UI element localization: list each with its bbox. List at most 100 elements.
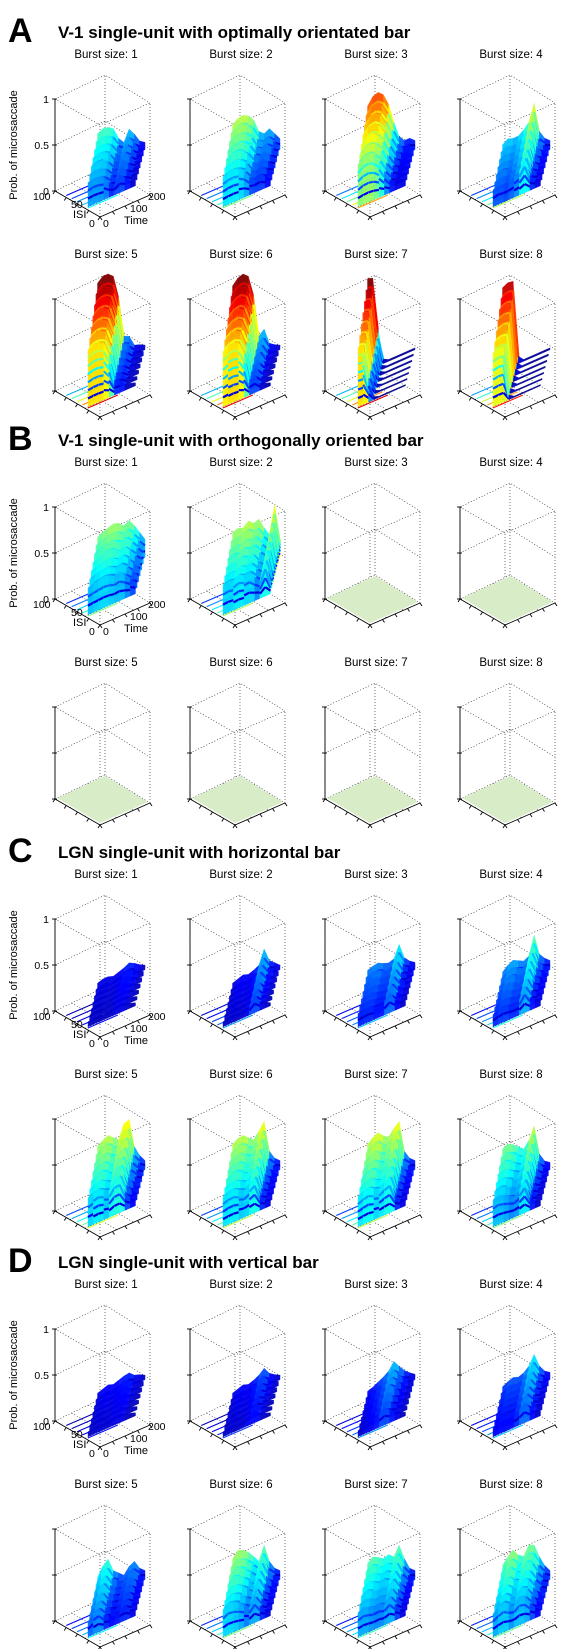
subplot-burst-6: Burst size: 6 [187, 1069, 287, 1240]
time-tick-label: 0 [103, 1448, 109, 1460]
surface [223, 1545, 280, 1636]
time-tick-label: 200 [148, 1421, 166, 1433]
subplot-title: Burst size: 3 [344, 1279, 407, 1291]
time-tick-label: 100 [130, 203, 148, 215]
subplot-title: Burst size: 5 [74, 249, 137, 261]
time-axis-label: Time [124, 1445, 148, 1457]
subplot-burst-3: Burst size: 3 [322, 1279, 422, 1450]
isi-axis-label: ISI [73, 1439, 86, 1451]
subplot-title: Burst size: 7 [344, 657, 407, 669]
subplot-burst-2: Burst size: 2 [187, 1279, 287, 1450]
subplot-burst-8: Burst size: 8 [457, 1069, 557, 1240]
surface [493, 103, 550, 206]
subplot-title: Burst size: 6 [209, 1069, 272, 1081]
subplot-burst-3: Burst size: 3 [322, 457, 422, 628]
subplot-burst-7: Burst size: 7 [322, 1069, 422, 1240]
time-tick-label: 0 [103, 626, 109, 638]
subplot-title: Burst size: 3 [344, 457, 407, 469]
surface [358, 1545, 415, 1636]
surface [223, 505, 280, 615]
subplot-burst-4: Burst size: 4 [457, 49, 557, 220]
isi-tick-label: 100 [33, 1421, 51, 1433]
isi-tick-label: 0 [89, 218, 95, 230]
surface [358, 944, 415, 1026]
panel-letter: C [8, 832, 33, 870]
isi-axis-label: ISI [73, 617, 86, 629]
panel-title: LGN single-unit with vertical bar [58, 1253, 319, 1272]
subplot-title: Burst size: 6 [209, 657, 272, 669]
time-tick-label: 0 [103, 218, 109, 230]
subplot-burst-1: Burst size: 1 0 0.5 1 Prob. of microsaccade 1… [8, 49, 166, 230]
surface [88, 521, 145, 615]
subplot-burst-5: Burst size: 5 [52, 1069, 152, 1240]
subplot-title: Burst size: 8 [479, 1479, 542, 1491]
surface [358, 92, 415, 206]
surface [493, 1545, 550, 1637]
surface [493, 1126, 550, 1227]
time-tick-label: 100 [130, 1433, 148, 1445]
time-axis-label: Time [124, 215, 148, 227]
subplot-burst-8: Burst size: 8 [457, 249, 557, 420]
subplot-title: Burst size: 2 [209, 49, 272, 61]
subplot-title: Burst size: 5 [74, 1479, 137, 1491]
z-tick-label: 1 [43, 94, 49, 106]
time-axis-label: Time [124, 623, 148, 635]
subplot-burst-4: Burst size: 4 [457, 1279, 557, 1450]
empty-surface-patch [57, 776, 148, 823]
z-tick-label: 0.5 [34, 1370, 49, 1382]
subplot-burst-6: Burst size: 6 [187, 1479, 287, 1649]
surface [358, 1121, 415, 1226]
z-tick-label: 0.5 [34, 140, 49, 152]
subplot-burst-2: Burst size: 2 [187, 49, 287, 220]
subplot-burst-6: Burst size: 6 [187, 657, 287, 828]
subplot-title: Burst size: 1 [74, 49, 137, 61]
subplot-burst-1: Burst size: 1 0 0.5 1 Prob. of microsaccade 1… [8, 457, 166, 638]
surface [223, 1121, 280, 1226]
panel-c: C LGN single-unit with horizontal barBurs… [8, 832, 557, 1240]
isi-tick-label: 0 [89, 1038, 95, 1050]
subplot-title: Burst size: 7 [344, 1479, 407, 1491]
empty-surface-patch [327, 776, 418, 823]
z-tick-label: 0.5 [34, 548, 49, 560]
subplot-title: Burst size: 2 [209, 457, 272, 469]
empty-surface-patch [192, 776, 283, 823]
subplot-burst-7: Burst size: 7 [322, 249, 422, 420]
z-axis-label: Prob. of microsaccade [8, 90, 20, 199]
subplot-title: Burst size: 1 [74, 457, 137, 469]
isi-tick-label: 100 [33, 599, 51, 611]
subplot-title: Burst size: 3 [344, 869, 407, 881]
subplot-burst-5: Burst size: 5 [52, 249, 152, 420]
time-axis-label: Time [124, 1035, 148, 1047]
panel-letter: A [8, 12, 33, 50]
z-tick-label: 1 [43, 1324, 49, 1336]
time-tick-label: 200 [148, 1011, 166, 1023]
panel-d: D LGN single-unit with vertical bar Burst … [8, 1242, 557, 1649]
panel-a: A V-1 single-unit with optimally orientat… [8, 12, 557, 420]
subplot-title: Burst size: 6 [209, 1479, 272, 1491]
subplot-burst-1: Burst size: 1 0 0.5 1 Prob. of microsaccade 1… [8, 1279, 166, 1460]
subplot-title: Burst size: 1 [74, 1279, 137, 1291]
time-tick-label: 0 [103, 1038, 109, 1050]
surface [223, 1368, 280, 1436]
subplot-burst-2: Burst size: 2 [187, 869, 287, 1040]
panel-letter: D [8, 1242, 33, 1280]
z-tick-label: 1 [43, 914, 49, 926]
empty-surface-patch [462, 576, 553, 623]
panel-b: B V-1 single-unit with orthogonally orien… [8, 420, 557, 828]
surface [493, 281, 550, 406]
subplot-title: Burst size: 4 [479, 869, 543, 881]
isi-tick-label: 100 [33, 1011, 51, 1023]
surface [358, 278, 415, 406]
subplot-burst-6: Burst size: 6 [187, 249, 287, 420]
isi-tick-label: 0 [89, 626, 95, 638]
subplot-burst-3: Burst size: 3 [322, 49, 422, 220]
panel-title: V-1 single-unit with orthogonally orient… [58, 431, 424, 450]
subplot-burst-3: Burst size: 3 [322, 869, 422, 1040]
subplot-burst-1: Burst size: 1 0 0.5 1 Prob. of microsaccade 1… [8, 869, 166, 1050]
subplot-title: Burst size: 6 [209, 249, 272, 261]
subplot-burst-5: Burst size: 5 [52, 1479, 152, 1649]
subplot-burst-5: Burst size: 5 [52, 657, 152, 828]
subplot-burst-4: Burst size: 4 [457, 457, 557, 628]
subplot-title: Burst size: 8 [479, 1069, 542, 1081]
z-axis-label: Prob. of microsaccade [8, 498, 20, 607]
